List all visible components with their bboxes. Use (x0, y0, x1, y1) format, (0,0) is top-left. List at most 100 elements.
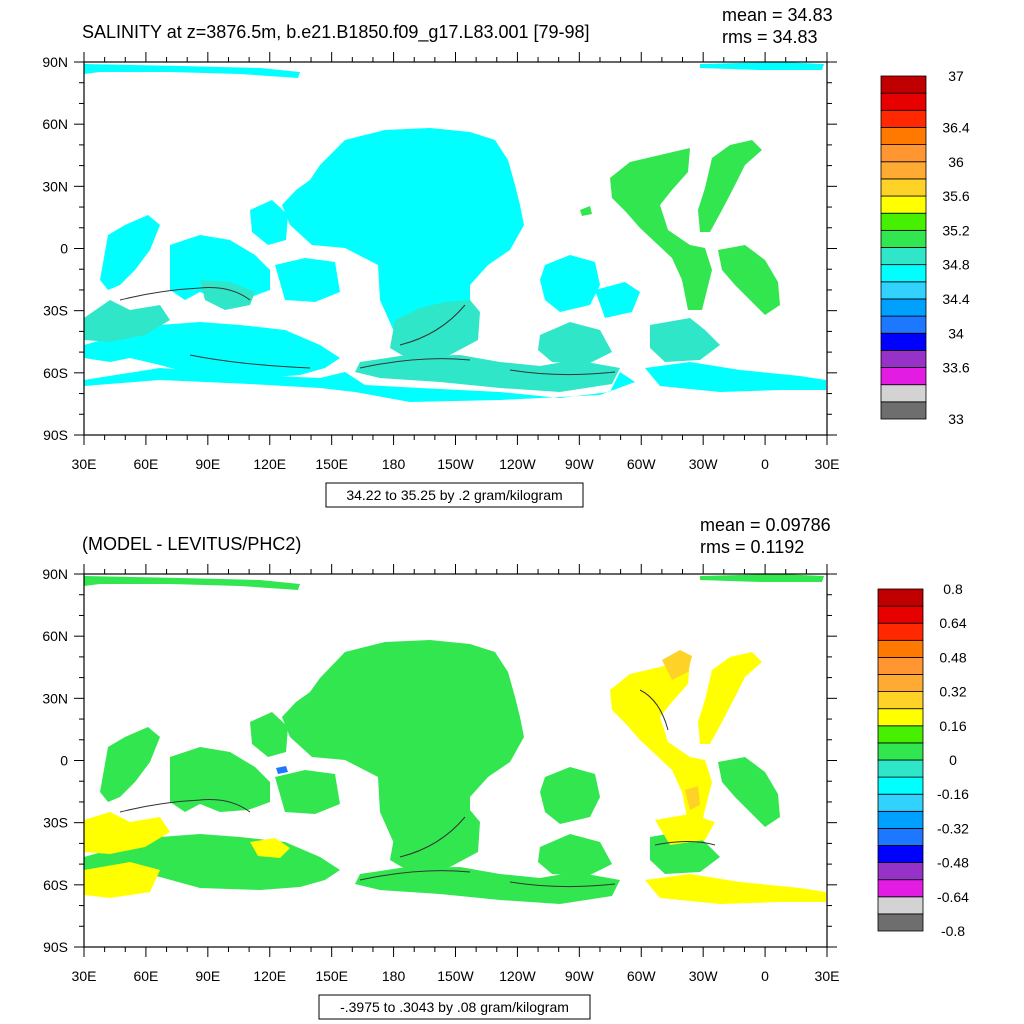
ocean-region (655, 814, 715, 845)
colorbar-box (877, 896, 924, 915)
colorbar-box (880, 384, 927, 403)
panel-salinity: SALINITY at z=3876.5m, b.e21.B1850.f09_g… (42, 5, 970, 508)
ocean-region (662, 650, 692, 680)
colorbar-box (877, 913, 924, 932)
colorbar-label: 33 (948, 411, 964, 427)
x-tick-label: 60W (627, 456, 657, 472)
x-tick-label: 120W (499, 968, 536, 984)
colorbar-label: 37 (948, 68, 964, 84)
colorbar-label: 0.48 (939, 649, 966, 665)
colorbar-label: -0.16 (937, 786, 969, 802)
ocean-region (100, 215, 160, 290)
ocean-region (170, 747, 270, 812)
x-tick-label: 60W (627, 968, 657, 984)
x-tick-label: 60E (133, 968, 158, 984)
x-tick-label: 0 (761, 456, 769, 472)
ocean-region (250, 838, 290, 858)
y-axis-ticks: 90N 60N 30N 0 30S 60S 90S (42, 54, 837, 443)
colorbar-box (880, 195, 927, 214)
colorbar-box (880, 332, 927, 351)
ocean-region (84, 812, 170, 854)
contour-line (359, 358, 471, 369)
colorbar-box (880, 127, 927, 145)
ocean-region (700, 574, 824, 582)
contour-line (654, 841, 716, 846)
contour-line (509, 369, 616, 376)
colorbar-label: 0.8 (943, 581, 963, 597)
contour-line (399, 816, 466, 858)
x-tick-label: 150E (315, 968, 348, 984)
rms-label: rms = 34.83 (722, 27, 818, 47)
colorbar-box (877, 742, 924, 761)
x-tick-label: 30E (815, 968, 840, 984)
colorbar-box (880, 401, 927, 420)
ocean-region (645, 362, 826, 392)
colorbar-box (877, 622, 924, 641)
colorbar-box (877, 862, 924, 881)
x-tick-label: 120W (499, 456, 536, 472)
colorbar-box (877, 759, 924, 778)
ocean-region (390, 300, 480, 360)
y-tick-label: 90N (42, 54, 68, 70)
ocean-region (84, 368, 635, 402)
ocean-region (538, 322, 612, 364)
ocean-region (540, 767, 600, 824)
ocean-region (84, 862, 160, 898)
x-tick-label: 90W (565, 456, 595, 472)
panel-title: SALINITY at z=3876.5m, b.e21.B1850.f09_g… (82, 22, 590, 43)
ocean-region (540, 255, 600, 312)
x-tick-label: 150E (315, 456, 348, 472)
colorbar-box (880, 212, 927, 231)
colorbar-box (880, 75, 927, 94)
colorbar-box (877, 691, 924, 710)
x-axis-ticks: 30E 60E 90E 120E 150E 180 150W 120W 90W 60W 30W 0 30… (72, 564, 840, 984)
contour-line (119, 799, 251, 813)
x-tick-label: 90E (195, 968, 220, 984)
ocean-region (650, 830, 720, 874)
colorbar-box (880, 247, 927, 266)
y-axis-ticks: 90N 60N 30N 0 30S 60S 90S (42, 566, 837, 955)
colorbar-box (877, 708, 924, 727)
x-tick-label: 0 (761, 968, 769, 984)
colorbar-box (877, 657, 924, 675)
ocean-region (355, 355, 620, 392)
ocean-region (685, 786, 700, 810)
ocean-region (282, 640, 524, 857)
ocean-region (250, 200, 288, 245)
y-tick-label: 0 (60, 753, 68, 769)
colorbar-label: 0.32 (939, 684, 966, 700)
ocean-region (276, 766, 288, 774)
x-tick-label: 30E (72, 968, 97, 984)
colorbar-box (877, 776, 924, 795)
ocean-region (84, 322, 340, 378)
contour-line (639, 689, 669, 731)
colorbar-label: 36 (948, 154, 964, 170)
colorbar-box (880, 109, 927, 128)
colorbar-label: -0.48 (937, 855, 969, 871)
colorbar-label: 34.8 (942, 257, 969, 273)
contour-line (509, 881, 616, 888)
colorbar-box (880, 144, 927, 163)
x-tick-label: 30E (815, 456, 840, 472)
ocean-region (84, 64, 300, 78)
y-tick-label: 60S (43, 877, 68, 893)
colorbar-box (877, 879, 924, 898)
y-tick-label: 30N (42, 690, 68, 706)
ocean-region (700, 62, 824, 70)
colorbar: 37 36.4 36 35.6 35.2 34.8 34.4 34 33.6 33 (880, 68, 970, 427)
x-tick-label: 90W (565, 968, 595, 984)
ocean-region (355, 867, 620, 904)
colorbar-box (880, 315, 927, 334)
ocean-region (698, 652, 762, 744)
colorbar-box (880, 298, 927, 317)
ocean-region (84, 300, 170, 342)
contour-line (359, 870, 471, 881)
contour-line (119, 287, 251, 301)
colorbar-box (880, 161, 927, 180)
ocean-region (650, 318, 720, 362)
contour-line (399, 304, 466, 346)
y-tick-label: 90S (43, 427, 68, 443)
x-tick-label: 90E (195, 456, 220, 472)
contour-line (189, 354, 311, 369)
